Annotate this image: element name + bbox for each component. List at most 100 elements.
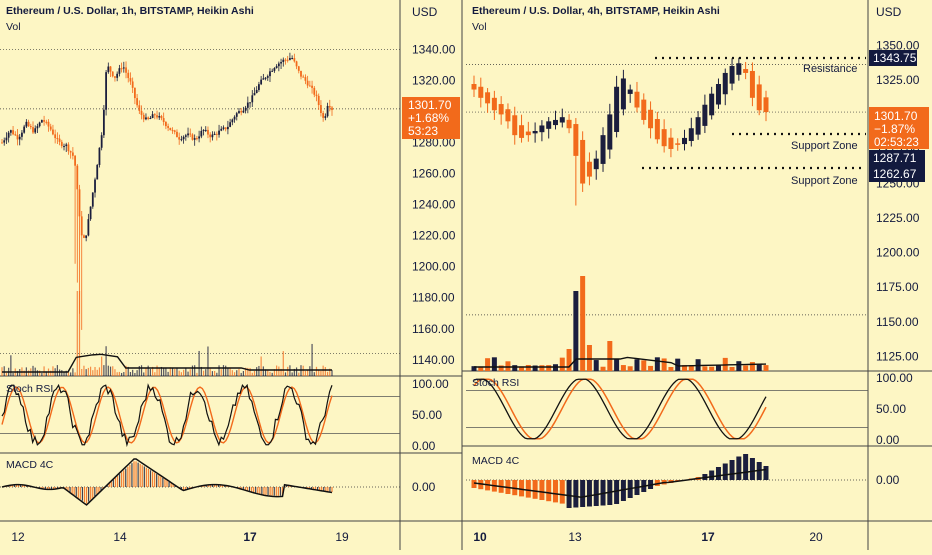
- volume-bar: [485, 358, 490, 371]
- volume-bar: [207, 346, 208, 376]
- volume-bar: [236, 370, 237, 376]
- right-rsi-label: Stoch RSI: [472, 377, 519, 389]
- volume-bar: [278, 367, 279, 376]
- macd-histogram-bar: [150, 470, 151, 487]
- candle-body: [189, 133, 191, 134]
- candle-body: [218, 131, 220, 135]
- candle-body: [156, 115, 158, 117]
- macd-histogram-bar: [88, 487, 89, 502]
- candle-body: [43, 120, 45, 122]
- left-last-price: 1301.70: [408, 98, 452, 112]
- volume-bar: [269, 372, 270, 376]
- volume-bar: [199, 351, 200, 376]
- volume-bar: [709, 367, 714, 371]
- candle-body: [1, 143, 3, 144]
- volume-bar: [105, 346, 106, 376]
- volume-bar: [641, 360, 646, 371]
- left-price-tick: 1160.00: [412, 322, 455, 336]
- left-vol-label: Vol: [6, 21, 21, 33]
- candle-body: [287, 60, 289, 61]
- volume-bar: [130, 372, 131, 376]
- left-rsi-tick: 0.00: [412, 439, 436, 453]
- macd-histogram-bar: [573, 480, 578, 508]
- volume-bar: [168, 372, 169, 376]
- candle-body: [689, 128, 694, 141]
- candle-body: [136, 98, 138, 105]
- candle-body: [271, 71, 273, 72]
- candle-body: [76, 166, 78, 190]
- volume-bar: [318, 370, 319, 376]
- candle-body: [251, 95, 253, 102]
- candle-body: [172, 130, 174, 131]
- volume-bar: [560, 358, 565, 371]
- volume-bar: [101, 357, 102, 376]
- candle-body: [17, 135, 19, 140]
- candle-body: [262, 78, 264, 79]
- candle-body: [702, 105, 707, 126]
- candle-body: [641, 100, 646, 120]
- candle-body: [21, 133, 23, 137]
- candle-body: [324, 116, 326, 118]
- left-axis-unit: USD: [412, 5, 438, 19]
- macd-histogram-bar: [709, 471, 714, 481]
- macd-histogram-bar: [587, 480, 592, 507]
- candle-body: [485, 92, 490, 103]
- volume-bar: [32, 366, 33, 376]
- volume-bar: [145, 368, 146, 376]
- volume-bar: [614, 359, 619, 371]
- macd-histogram-bar: [553, 480, 558, 502]
- candle-body: [65, 144, 67, 146]
- candle-body: [238, 111, 240, 113]
- volume-bar: [243, 371, 244, 376]
- right-chart-title: Ethereum / U.S. Dollar, 4h, BITSTAMP, He…: [472, 5, 720, 17]
- macd-histogram-bar: [261, 487, 262, 494]
- right-countdown: 02:53:23: [874, 137, 919, 149]
- right-price-tick: 1225.00: [876, 211, 920, 225]
- macd-histogram-bar: [133, 461, 134, 487]
- volume-bar: [634, 359, 639, 371]
- candle-body: [116, 74, 118, 78]
- macd-histogram-bar: [539, 480, 544, 500]
- volume-bar: [285, 372, 286, 376]
- candle-body: [207, 130, 209, 135]
- volume-bar: [123, 372, 124, 376]
- candle-body: [194, 138, 196, 140]
- macd-histogram-bar: [96, 487, 97, 494]
- macd-histogram-bar: [325, 487, 326, 491]
- macd-histogram-bar: [276, 487, 277, 496]
- volume-bar: [163, 368, 164, 376]
- candle-body: [216, 134, 218, 135]
- candle-body: [573, 124, 578, 156]
- volume-bar: [181, 372, 182, 376]
- candle-body: [127, 73, 129, 78]
- volume-bar: [327, 372, 328, 376]
- volume-bar: [628, 366, 633, 371]
- macd-histogram-bar: [160, 477, 161, 487]
- candle-body: [161, 116, 163, 118]
- candle-body: [256, 90, 258, 93]
- left-countdown: 53:23: [408, 124, 438, 138]
- volume-bar: [99, 367, 100, 376]
- volume-bar: [90, 367, 91, 376]
- candle-body: [276, 66, 278, 68]
- macd-histogram-bar: [272, 487, 273, 496]
- candle-body: [236, 113, 238, 117]
- left-rsi-tick: 100.00: [412, 377, 449, 391]
- macd-histogram-bar: [259, 487, 260, 494]
- volume-bar: [210, 369, 211, 376]
- volume-bar: [112, 366, 113, 376]
- volume-bar: [655, 357, 660, 371]
- candle-body: [245, 108, 247, 111]
- macd-histogram-bar: [472, 480, 477, 488]
- volume-bar: [314, 372, 315, 376]
- macd-histogram-bar: [736, 457, 741, 481]
- macd-histogram-bar: [280, 487, 281, 496]
- volume-bar: [12, 373, 13, 376]
- candle-body: [34, 128, 36, 132]
- macd-histogram-bar: [90, 487, 91, 500]
- volume-bar: [249, 368, 250, 376]
- candle-body: [107, 67, 109, 73]
- left-change: +1.68%: [408, 111, 449, 125]
- candle-body: [112, 72, 114, 77]
